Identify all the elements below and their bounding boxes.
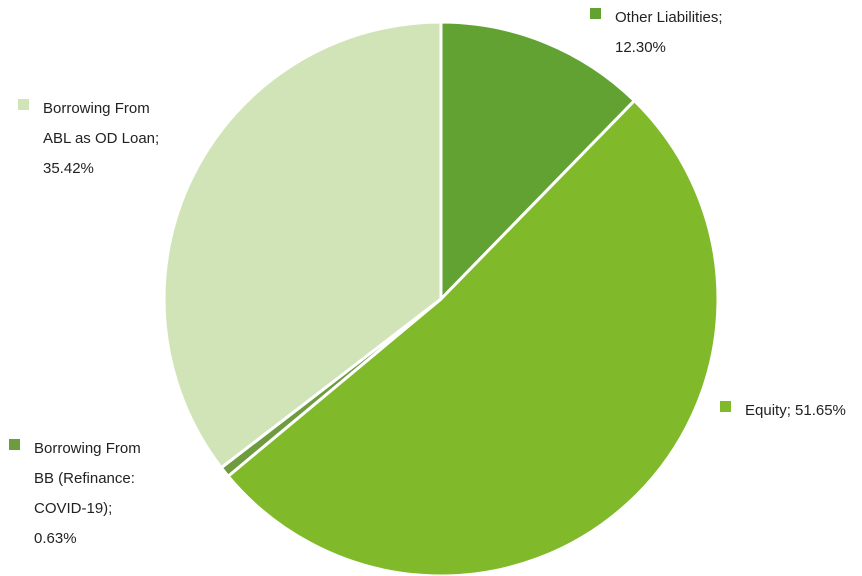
label-text-0-1: 12.30% [615,39,666,56]
label-text-2-1: BB (Refinance: [34,470,135,487]
pie-slice-3 [162,20,443,470]
label-text-2-2: COVID-19); [34,500,112,517]
pie-slice-1 [226,99,720,576]
label-text-2-3: 0.63% [34,530,77,547]
pie-slice-0 [439,20,636,301]
label-text-3-0: Borrowing From [43,100,150,117]
label-swatch-3 [18,99,29,110]
data-label-3: Borrowing From ABL as OD Loan; 35.42% [18,99,159,177]
label-swatch-1 [720,401,731,412]
data-label-2: Borrowing From BB (Refinance: COVID-19); 0.… [9,439,141,547]
label-text-2-0: Borrowing From [34,440,141,457]
data-label-0: Other Liabilities; 12.30% [590,8,723,56]
slice-labels: Other Liabilities; 12.30% Equity; 51.65% Bo… [9,8,846,547]
label-swatch-0 [590,8,601,19]
label-text-3-1: ABL as OD Loan; [43,130,159,147]
label-swatch-2 [9,439,20,450]
label-text-1-0: Equity; 51.65% [745,402,846,419]
label-text-0-0: Other Liabilities; [615,9,723,26]
pie-slices [162,20,720,576]
data-label-1: Equity; 51.65% [720,401,846,419]
label-text-3-2: 35.42% [43,160,94,177]
